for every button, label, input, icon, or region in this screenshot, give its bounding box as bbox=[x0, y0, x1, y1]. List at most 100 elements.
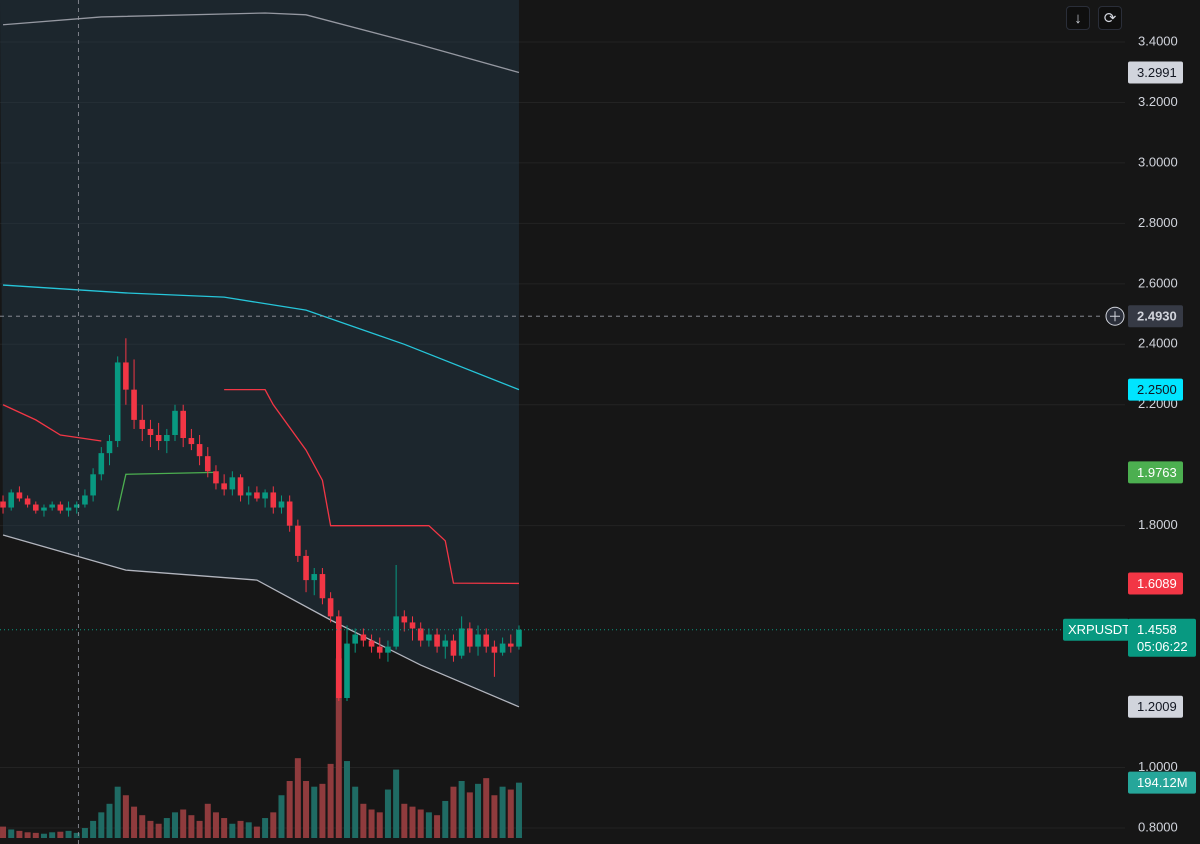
reset-button[interactable]: ⟳ bbox=[1098, 6, 1122, 30]
volume-bar bbox=[188, 815, 195, 838]
candle-body bbox=[278, 501, 285, 508]
candle-body bbox=[319, 574, 326, 599]
volume-bar bbox=[16, 830, 23, 838]
candle-body bbox=[106, 441, 113, 454]
price-tag bbox=[1128, 695, 1183, 718]
volume-bar bbox=[221, 818, 228, 838]
y-tick-label: 1.8000 bbox=[1138, 517, 1178, 532]
volume-bar bbox=[499, 786, 506, 838]
volume-bar bbox=[57, 831, 64, 838]
candle-body bbox=[82, 495, 88, 505]
scroll-down-button[interactable]: ↓ bbox=[1066, 6, 1090, 30]
y-tick-label: 3.0000 bbox=[1138, 154, 1178, 169]
volume-bar bbox=[335, 658, 342, 838]
candle-body bbox=[434, 634, 440, 647]
indicator-line bbox=[117, 471, 216, 511]
volume-bar bbox=[327, 763, 334, 838]
candle-body bbox=[90, 474, 96, 496]
volume-bar bbox=[163, 818, 170, 838]
volume-bar bbox=[466, 792, 473, 838]
candle-body bbox=[196, 444, 203, 457]
candle-body bbox=[73, 504, 80, 508]
candle-body bbox=[475, 634, 481, 647]
candle-body bbox=[57, 504, 64, 511]
volume-bar bbox=[40, 833, 47, 838]
crosshair-tag bbox=[1128, 305, 1183, 328]
candle-body bbox=[385, 646, 391, 653]
candle-body bbox=[188, 438, 195, 445]
candle-body bbox=[499, 643, 506, 653]
volume-bar bbox=[515, 782, 522, 838]
y-tick-label: 3.4000 bbox=[1138, 33, 1178, 48]
indicator-line bbox=[2, 284, 520, 391]
volume-bar bbox=[98, 812, 105, 838]
volume-bar bbox=[352, 786, 359, 838]
volume-bar bbox=[0, 826, 7, 838]
candle-body bbox=[114, 362, 121, 442]
y-tick-label: 2.8000 bbox=[1138, 215, 1178, 230]
candle-body bbox=[467, 628, 473, 647]
volume-bar bbox=[131, 806, 138, 838]
last-price: 1.4558 bbox=[1137, 622, 1177, 637]
candle-body bbox=[352, 634, 358, 644]
volume-bar bbox=[425, 812, 432, 838]
band-fill bbox=[0, 0, 519, 707]
candle-body bbox=[49, 504, 55, 508]
volume-bar bbox=[90, 820, 97, 838]
candle-body bbox=[8, 492, 15, 508]
volume-bar bbox=[8, 829, 15, 838]
y-tick-label: 0.8000 bbox=[1138, 819, 1178, 834]
candle-body bbox=[172, 410, 178, 435]
candle-body bbox=[336, 616, 342, 698]
candle-body bbox=[409, 622, 416, 629]
candle-body bbox=[98, 453, 105, 475]
candle-body bbox=[221, 483, 227, 490]
volume-bar bbox=[270, 812, 277, 838]
candle-body bbox=[16, 492, 23, 499]
candle-body bbox=[303, 555, 309, 581]
volume-bar bbox=[106, 803, 113, 838]
volume-bar bbox=[475, 783, 482, 838]
volume-bar bbox=[114, 786, 121, 838]
volume-bar bbox=[507, 789, 514, 838]
volume-bar bbox=[262, 818, 269, 838]
volume-bar bbox=[343, 761, 350, 838]
add-alert-icon[interactable] bbox=[1105, 306, 1125, 326]
price-tag-label: 1.2009 bbox=[1137, 699, 1177, 714]
candle-body bbox=[131, 389, 137, 420]
indicator-line bbox=[2, 389, 519, 585]
symbol-name: XRPUSDT bbox=[1068, 622, 1130, 637]
candle-body bbox=[450, 640, 457, 656]
add-alert-plus bbox=[1110, 311, 1120, 322]
y-tick-label: 2.4000 bbox=[1138, 336, 1178, 351]
price-tag-label: 1.6089 bbox=[1137, 576, 1177, 591]
candle-body bbox=[344, 643, 350, 698]
volume-tag bbox=[1128, 771, 1196, 794]
volume-bar bbox=[65, 830, 72, 838]
candle-body bbox=[483, 634, 490, 647]
volume-bar bbox=[319, 783, 326, 838]
price-tag-label: 3.2991 bbox=[1137, 65, 1177, 80]
volume-bar bbox=[376, 812, 383, 838]
candle-body bbox=[237, 477, 244, 496]
volume-bar bbox=[180, 809, 187, 838]
candle-body bbox=[245, 492, 252, 496]
candle-body bbox=[516, 629, 522, 647]
volume-bar bbox=[442, 800, 449, 838]
candle-body bbox=[376, 646, 383, 653]
volume-bar bbox=[278, 795, 285, 838]
indicator-line bbox=[2, 12, 520, 74]
y-tick-label: 3.2000 bbox=[1138, 94, 1178, 109]
volume-bar bbox=[360, 803, 367, 838]
volume-bar bbox=[450, 786, 457, 838]
candle-body bbox=[426, 634, 432, 641]
candle-body bbox=[24, 498, 31, 505]
candle-body bbox=[286, 501, 293, 526]
volume-bar bbox=[147, 820, 154, 838]
volume-bar bbox=[458, 780, 465, 838]
crosshair-price: 2.4930 bbox=[1137, 309, 1177, 324]
candle-body bbox=[360, 634, 367, 641]
candle-body bbox=[254, 492, 260, 499]
price-tag-label: 2.2500 bbox=[1137, 382, 1177, 397]
